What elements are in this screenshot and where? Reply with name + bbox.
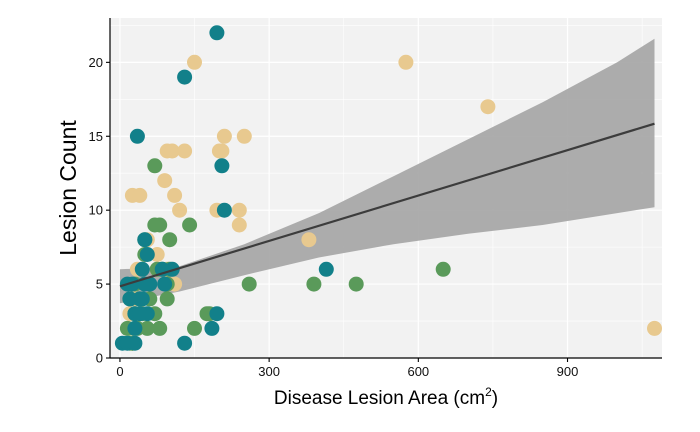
data-point-green (152, 217, 168, 233)
data-point-teal (214, 158, 230, 174)
data-point-teal (177, 335, 193, 351)
data-point-teal (216, 202, 232, 218)
data-point-teal (137, 232, 153, 248)
x-tick-label: 600 (407, 364, 429, 379)
data-point-teal (122, 291, 138, 307)
data-point-green (147, 158, 163, 174)
data-point-green (348, 276, 364, 292)
x-axis-title: Disease Lesion Area (cm2) (274, 385, 498, 409)
data-point-teal (177, 69, 193, 85)
data-point-green (139, 320, 155, 336)
data-point-tan (236, 128, 252, 144)
data-point-green (187, 320, 202, 336)
data-point-teal (132, 306, 148, 322)
tick-labels: 0 300 600 900 0 5 10 15 20 (89, 55, 579, 379)
data-point-green (162, 232, 178, 248)
x-axis-title-superscript: 2 (485, 385, 492, 399)
data-point-tan (480, 99, 496, 115)
data-point-teal (127, 335, 143, 351)
data-point-teal (134, 261, 150, 277)
data-point-teal (127, 320, 143, 336)
data-point-tan (172, 202, 188, 218)
data-point-tan (164, 143, 180, 159)
trend-line-layer (119, 122, 655, 288)
data-point-green (435, 261, 451, 277)
data-point-tan (157, 173, 173, 189)
trend-line (119, 122, 655, 288)
y-axis-title: Lesion Count (55, 120, 81, 256)
axes (106, 18, 662, 362)
x-tick-label: 300 (258, 364, 280, 379)
data-point-green (182, 217, 198, 233)
scatter-points (114, 25, 662, 351)
x-axis-title-close: ) (492, 388, 498, 409)
y-tick-label: 15 (89, 129, 103, 144)
data-point-teal (209, 306, 225, 322)
y-tick-label: 10 (89, 203, 103, 218)
data-point-teal (209, 25, 225, 41)
data-point-green (159, 291, 175, 307)
data-point-green (241, 276, 257, 292)
data-point-tan (187, 54, 202, 70)
data-point-green (152, 320, 168, 336)
data-point-tan (167, 187, 183, 203)
data-point-teal (134, 291, 150, 307)
y-tick-label: 20 (89, 55, 103, 70)
data-point-tan (398, 54, 414, 70)
data-point-teal (139, 247, 155, 262)
x-tick-label: 0 (116, 364, 123, 379)
data-point-tan (177, 143, 193, 159)
data-point-green (306, 276, 322, 292)
y-tick-label: 0 (96, 351, 103, 366)
data-point-tan (647, 320, 662, 336)
data-point-tan (132, 187, 148, 203)
data-point-tan (301, 232, 317, 248)
data-point-tan (231, 217, 247, 233)
data-point-tan (231, 202, 247, 218)
data-point-tan (216, 128, 232, 144)
data-point-teal (157, 276, 173, 292)
data-point-teal (318, 261, 334, 277)
data-point-tan (214, 143, 230, 159)
y-tick-label: 5 (96, 277, 103, 292)
x-tick-label: 900 (557, 364, 579, 379)
data-point-teal (204, 320, 220, 336)
x-axis-title-text: Disease Lesion Area (cm (274, 388, 485, 409)
data-point-teal (129, 128, 145, 144)
